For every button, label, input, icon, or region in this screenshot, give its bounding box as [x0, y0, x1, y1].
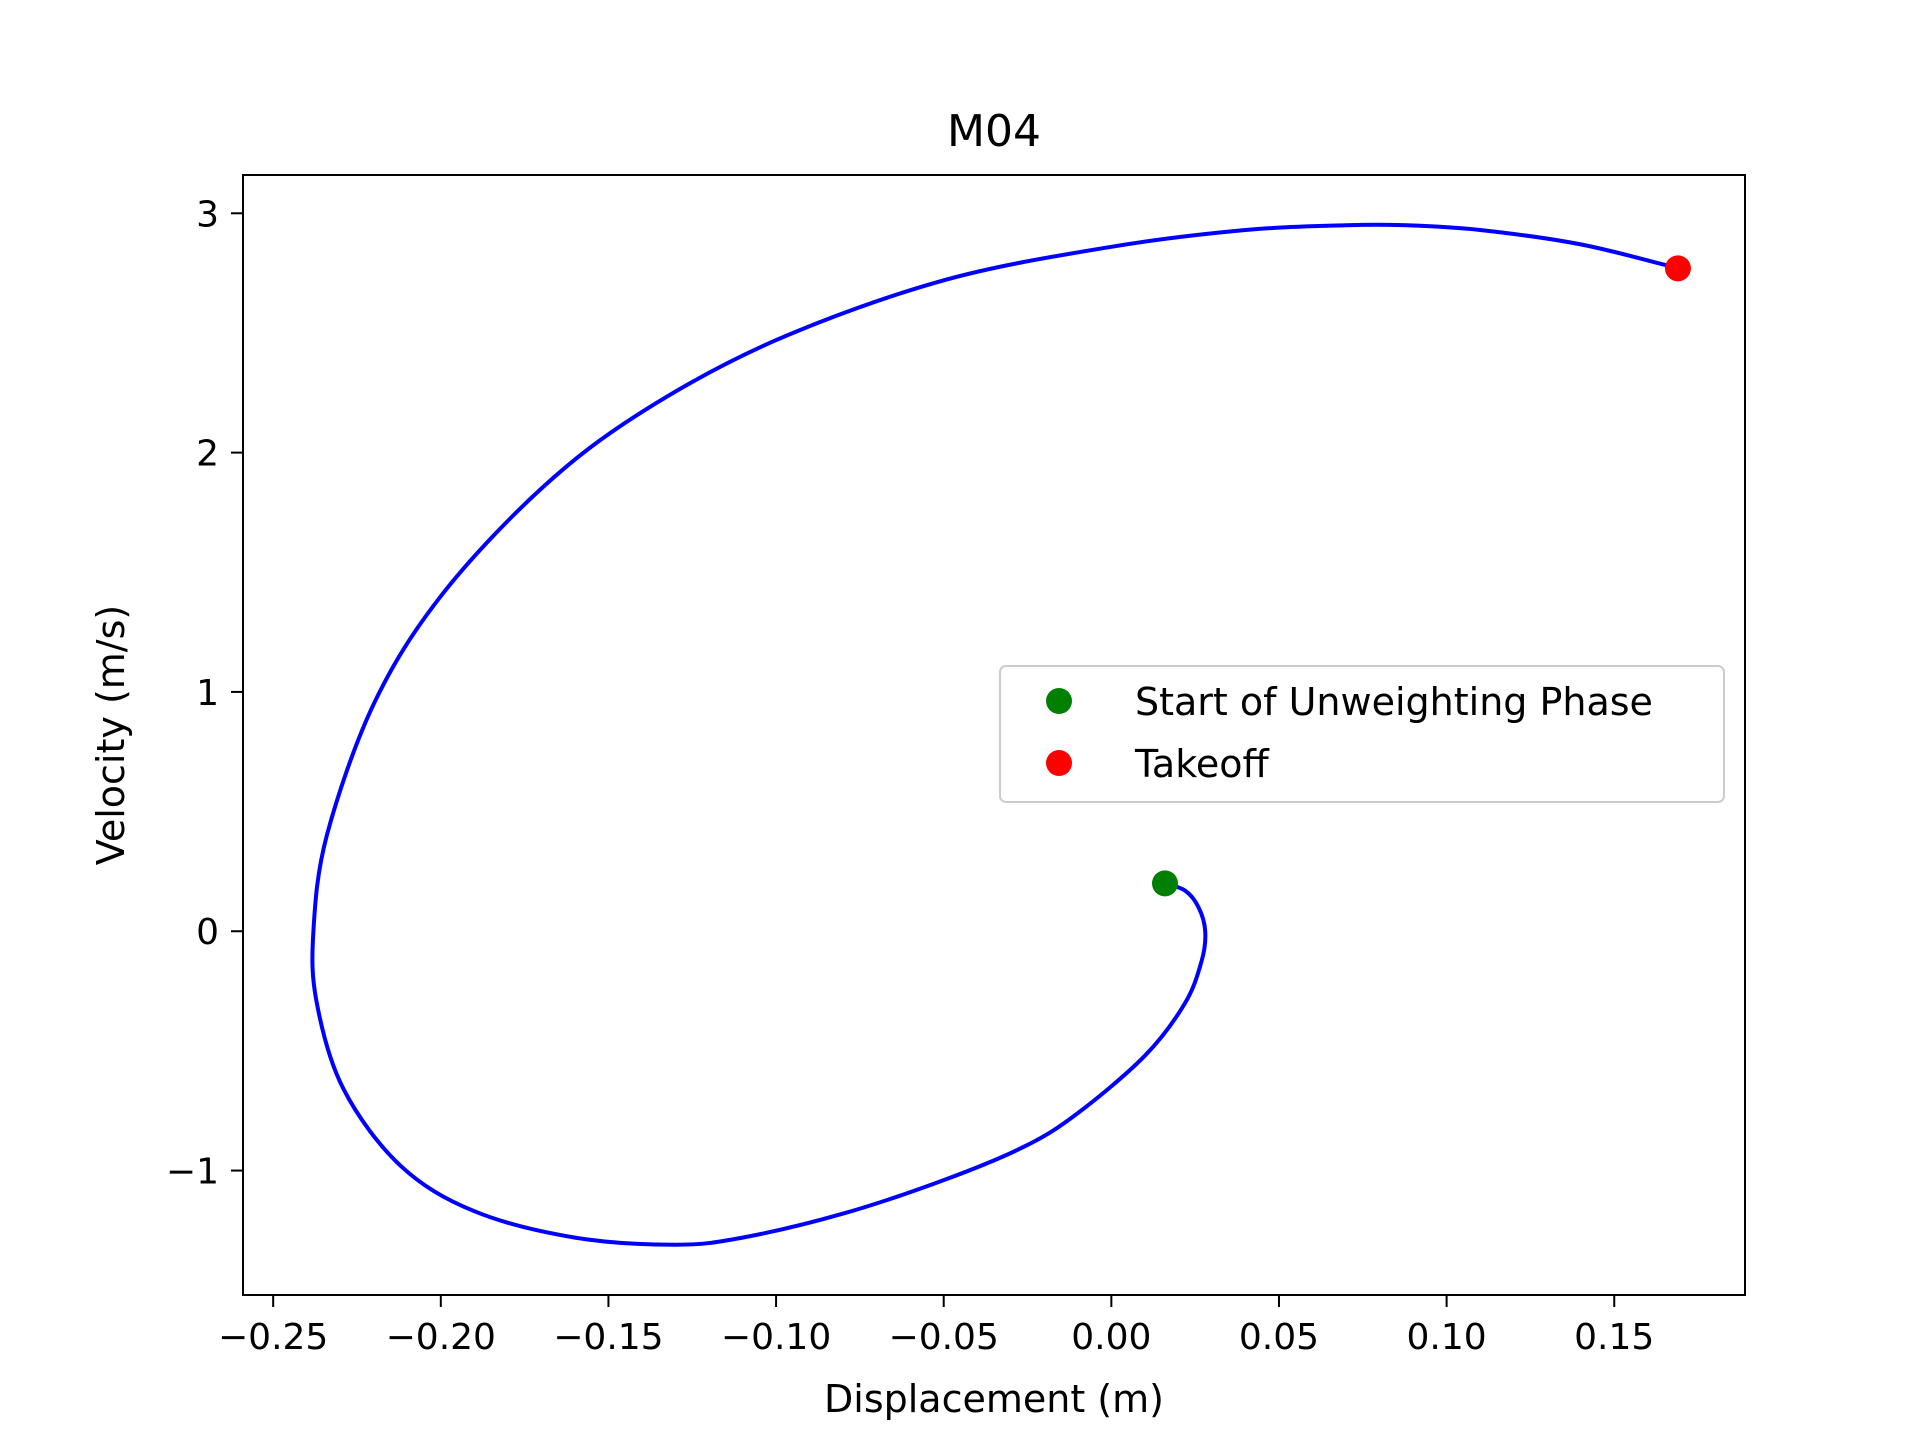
- chart-title: M04: [947, 106, 1041, 157]
- x-tick-label: −0.25: [218, 1317, 328, 1358]
- y-tick-label: 0: [196, 912, 219, 953]
- x-tick-label: −0.20: [386, 1317, 496, 1358]
- plot-frame: [242, 174, 1746, 1296]
- x-tick-label: −0.10: [721, 1317, 831, 1358]
- x-tick-label: 0.00: [1071, 1317, 1151, 1358]
- legend: Start of Unweighting Phase Takeoff: [999, 665, 1725, 803]
- plot-content: [310, 222, 1691, 1247]
- legend-marker-takeoff: [1046, 750, 1072, 776]
- x-tick-label: 0.10: [1407, 1317, 1487, 1358]
- y-tick-label: 2: [196, 434, 219, 475]
- x-axis-label: Displacement (m): [824, 1377, 1164, 1421]
- y-axis-label: Velocity (m/s): [89, 605, 133, 865]
- x-tick-label: −0.15: [553, 1317, 663, 1358]
- y-tick-label: 1: [196, 673, 219, 714]
- x-tick-label: −0.05: [889, 1317, 999, 1358]
- start-unweighting-marker: [1151, 870, 1178, 897]
- takeoff-marker: [1664, 255, 1691, 282]
- legend-label-start: Start of Unweighting Phase: [1135, 680, 1653, 724]
- legend-label-takeoff: Takeoff: [1134, 742, 1269, 786]
- y-axis-ticks: −1 0 1 2 3: [166, 194, 243, 1193]
- legend-box: [999, 665, 1725, 803]
- legend-marker-start: [1046, 688, 1072, 714]
- x-tick-label: 0.05: [1239, 1317, 1319, 1358]
- y-tick-label: −1: [166, 1152, 219, 1193]
- series-line: [310, 222, 1680, 1247]
- x-tick-label: 0.15: [1574, 1317, 1654, 1358]
- x-axis-ticks: −0.25 −0.20 −0.15 −0.10 −0.05 0.00 0.05 0.10 0.1…: [218, 1295, 1654, 1358]
- y-tick-label: 3: [196, 194, 219, 235]
